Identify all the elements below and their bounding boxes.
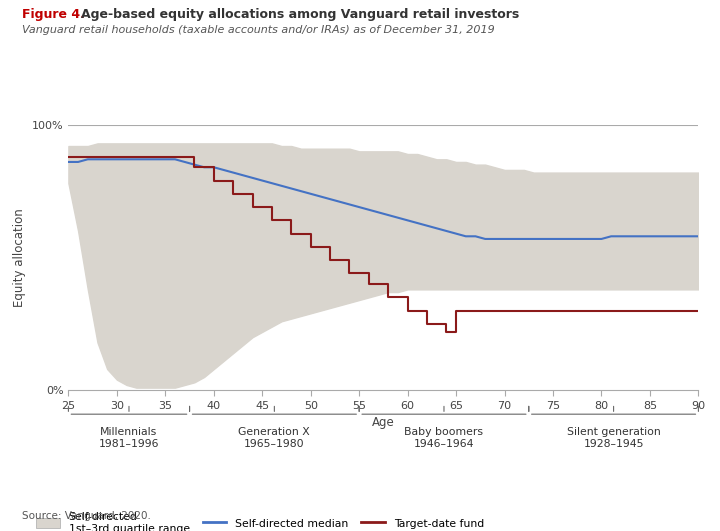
X-axis label: Age: Age	[372, 416, 395, 429]
Text: Millennials
1981–1996: Millennials 1981–1996	[99, 427, 159, 449]
Y-axis label: Equity allocation: Equity allocation	[14, 208, 27, 307]
Text: Figure 4.: Figure 4.	[22, 8, 84, 21]
Text: Age-based equity allocations among Vanguard retail investors: Age-based equity allocations among Vangu…	[81, 8, 519, 21]
Text: Vanguard retail households (taxable accounts and/or IRAs) as of December 31, 201: Vanguard retail households (taxable acco…	[22, 25, 495, 36]
Text: Baby boomers
1946–1964: Baby boomers 1946–1964	[405, 427, 483, 449]
Legend: Self-directed
1st–3rd quartile range, Self-directed median, Target-date fund: Self-directed 1st–3rd quartile range, Se…	[36, 512, 484, 531]
Text: Generation X
1965–1980: Generation X 1965–1980	[238, 427, 310, 449]
Text: Silent generation
1928–1945: Silent generation 1928–1945	[567, 427, 660, 449]
Text: Source: Vanguard, 2020.: Source: Vanguard, 2020.	[22, 511, 150, 521]
